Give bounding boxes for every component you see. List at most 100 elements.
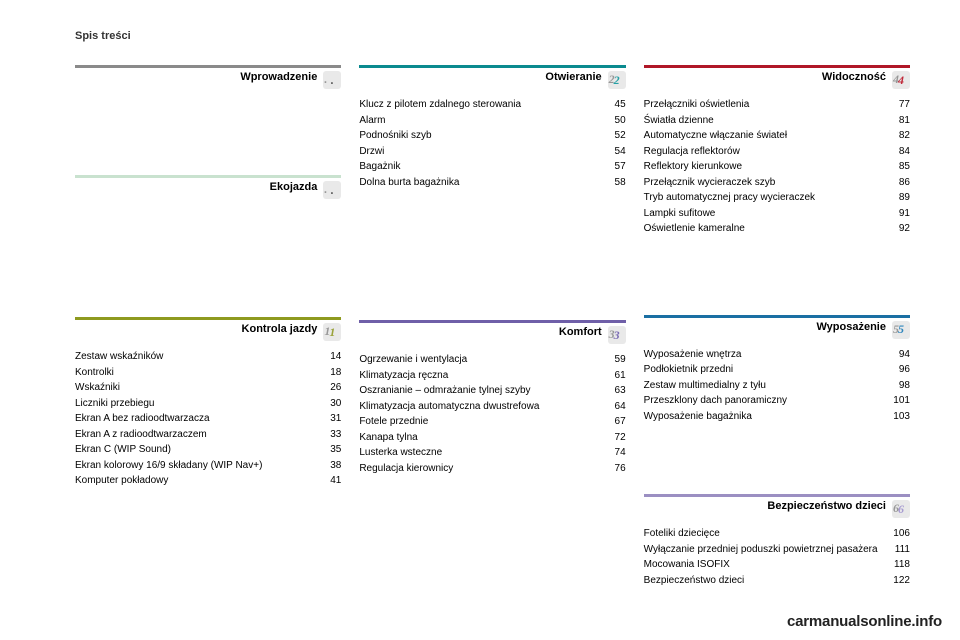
toc-page: 81 bbox=[886, 113, 910, 129]
section-items: Przełączniki oświetlenia77Światła dzienn… bbox=[644, 97, 910, 237]
toc-label: Przeszklony dach panoramiczny bbox=[644, 393, 886, 409]
toc-row: Fotele przednie67 bbox=[359, 414, 625, 430]
toc-row: Dolna burta bagażnika58 bbox=[359, 175, 625, 191]
toc-page: 58 bbox=[602, 175, 626, 191]
toc-label: Foteliki dziecięce bbox=[644, 526, 886, 542]
section-badge: 44 bbox=[892, 71, 910, 89]
toc-row: Podnośniki szyb52 bbox=[359, 128, 625, 144]
toc-page: 14 bbox=[317, 349, 341, 365]
section-kontrola: Kontrola jazdy11Zestaw wskaźników14Kontr… bbox=[75, 317, 341, 489]
section-header: Ekojazda.. bbox=[75, 175, 341, 197]
toc-label: Światła dzienne bbox=[644, 113, 886, 129]
spacer bbox=[75, 117, 341, 175]
toc-label: Alarm bbox=[359, 113, 601, 129]
section-items: Zestaw wskaźników14Kontrolki18Wskaźniki2… bbox=[75, 349, 341, 489]
toc-row: Oszranianie – odmrażanie tylnej szyby63 bbox=[359, 383, 625, 399]
toc-row: Liczniki przebiegu30 bbox=[75, 396, 341, 412]
toc-page: 26 bbox=[317, 380, 341, 396]
section-header: Wprowadzenie.. bbox=[75, 65, 341, 87]
toc-row: Mocowania ISOFIX118 bbox=[644, 557, 910, 573]
toc-label: Regulacja reflektorów bbox=[644, 144, 886, 160]
toc-page: 77 bbox=[886, 97, 910, 113]
section-number: 3 bbox=[614, 328, 620, 343]
toc-page: 74 bbox=[602, 445, 626, 461]
toc-page: 50 bbox=[602, 113, 626, 129]
page-title: Spis treści bbox=[75, 30, 131, 42]
section-header: Wyposażenie55 bbox=[644, 315, 910, 337]
section-number: 4 bbox=[898, 73, 904, 88]
toc-page: 98 bbox=[886, 378, 910, 394]
column-2: Otwieranie22Klucz z pilotem zdalnego ste… bbox=[359, 65, 625, 618]
section-wyposazenie: Wyposażenie55 Wyposażenie wnętrza94Podłok… bbox=[644, 315, 910, 425]
toc-page: 118 bbox=[886, 557, 910, 573]
toc-page: 106 bbox=[886, 526, 910, 542]
toc-page: 63 bbox=[602, 383, 626, 399]
toc-label: Wyłączanie przedniej poduszki powietrzne… bbox=[644, 542, 886, 558]
toc-page: 18 bbox=[317, 365, 341, 381]
toc-page: 41 bbox=[317, 473, 341, 489]
toc-page: 54 bbox=[602, 144, 626, 160]
toc-label: Wyposażenie wnętrza bbox=[644, 347, 886, 363]
toc-page: 64 bbox=[602, 399, 626, 415]
toc-page: 35 bbox=[317, 442, 341, 458]
toc-label: Przełącznik wycieraczek szyb bbox=[644, 175, 886, 191]
toc-row: Ogrzewanie i wentylacja59 bbox=[359, 352, 625, 368]
toc-label: Fotele przednie bbox=[359, 414, 601, 430]
section-number: 1 bbox=[329, 325, 335, 340]
column-3: Widoczność44 Przełączniki oświetlenia77Św… bbox=[644, 65, 910, 618]
section-otwieranie: Otwieranie22Klucz z pilotem zdalnego ste… bbox=[359, 65, 625, 190]
toc-row: Drzwi54 bbox=[359, 144, 625, 160]
section-title: Wprowadzenie bbox=[75, 71, 323, 83]
section-header: Widoczność44 bbox=[644, 65, 910, 87]
toc-label: Przełączniki oświetlenia bbox=[644, 97, 886, 113]
toc-page: 92 bbox=[886, 221, 910, 237]
section-header: Komfort33 bbox=[359, 320, 625, 342]
spacer bbox=[75, 227, 341, 317]
section-badge: .. bbox=[323, 181, 341, 199]
toc-page: 76 bbox=[602, 461, 626, 477]
toc-page: 52 bbox=[602, 128, 626, 144]
toc-label: Kanapa tylna bbox=[359, 430, 601, 446]
toc-page: 33 bbox=[317, 427, 341, 443]
toc-page: 30 bbox=[317, 396, 341, 412]
section-header: Bezpieczeństwo dzieci66 bbox=[644, 494, 910, 516]
toc-label: Mocowania ISOFIX bbox=[644, 557, 886, 573]
section-badge: 22 bbox=[608, 71, 626, 89]
section-widocznosc: Widoczność44 Przełączniki oświetlenia77Św… bbox=[644, 65, 910, 237]
section-items: Ogrzewanie i wentylacja59Klimatyzacja rę… bbox=[359, 352, 625, 476]
section-number: . bbox=[331, 183, 334, 198]
section-bezpieczenstwo: Bezpieczeństwo dzieci66 Foteliki dziecięc… bbox=[644, 494, 910, 588]
toc-page: 38 bbox=[317, 458, 341, 474]
toc-row: Ekran A bez radioodtwarzacza31 bbox=[75, 411, 341, 427]
toc-page: 72 bbox=[602, 430, 626, 446]
section-items: Klucz z pilotem zdalnego sterowania45Ala… bbox=[359, 97, 625, 190]
toc-label: Zestaw multimedialny z tyłu bbox=[644, 378, 886, 394]
toc-row: Lusterka wsteczne74 bbox=[359, 445, 625, 461]
section-number: 2 bbox=[614, 73, 620, 88]
toc-row: Zestaw wskaźników14 bbox=[75, 349, 341, 365]
toc-label: Kontrolki bbox=[75, 365, 317, 381]
toc-page: 85 bbox=[886, 159, 910, 175]
toc-page: 91 bbox=[886, 206, 910, 222]
toc-label: Wyposażenie bagażnika bbox=[644, 409, 886, 425]
toc-row: Bagażnik57 bbox=[359, 159, 625, 175]
toc-label: Ekran C (WIP Sound) bbox=[75, 442, 317, 458]
toc-label: Bagażnik bbox=[359, 159, 601, 175]
toc-row: Ekran kolorowy 16/9 składany (WIP Nav+)3… bbox=[75, 458, 341, 474]
toc-page: 122 bbox=[886, 573, 910, 589]
toc-label: Regulacja kierownicy bbox=[359, 461, 601, 477]
toc-row: Ekran A z radioodtwarzaczem33 bbox=[75, 427, 341, 443]
section-title: Bezpieczeństwo dzieci bbox=[644, 500, 892, 512]
toc-label: Ekran kolorowy 16/9 składany (WIP Nav+) bbox=[75, 458, 317, 474]
toc-label: Podłokietnik przedni bbox=[644, 362, 886, 378]
toc-row: Wyłączanie przedniej poduszki powietrzne… bbox=[644, 542, 910, 558]
section-number: . bbox=[331, 73, 334, 88]
toc-label: Drzwi bbox=[359, 144, 601, 160]
section-items: Foteliki dziecięce106Wyłączanie przednie… bbox=[644, 526, 910, 588]
toc-row: Wyposażenie wnętrza94 bbox=[644, 347, 910, 363]
toc-row: Ekran C (WIP Sound)35 bbox=[75, 442, 341, 458]
toc-row: Reflektory kierunkowe85 bbox=[644, 159, 910, 175]
spacer bbox=[644, 454, 910, 494]
toc-page: 111 bbox=[886, 542, 910, 558]
toc-label: Bezpieczeństwo dzieci bbox=[644, 573, 886, 589]
